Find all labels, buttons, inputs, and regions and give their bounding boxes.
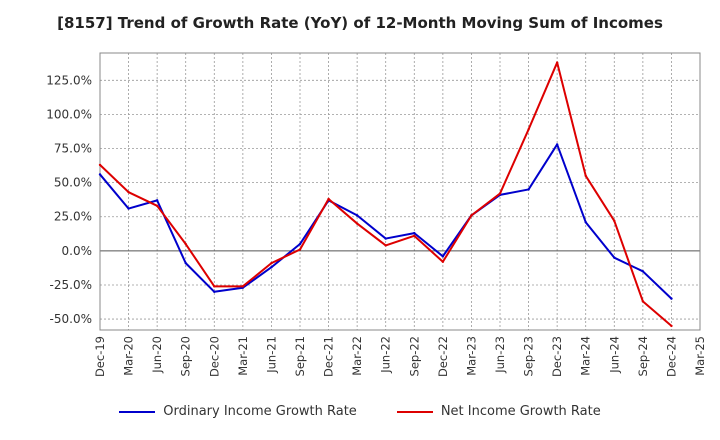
legend-label-ordinary: Ordinary Income Growth Rate xyxy=(163,404,357,419)
data-point-0 xyxy=(184,261,187,265)
data-point-1 xyxy=(498,192,502,195)
data-point-1 xyxy=(98,163,102,167)
legend-swatch-ordinary xyxy=(119,410,156,413)
x-tick-label: Jun-23 xyxy=(493,336,507,374)
x-tick-label: Jun-22 xyxy=(379,336,393,374)
data-point-1 xyxy=(413,234,416,238)
data-point-0 xyxy=(641,270,645,273)
data-point-1 xyxy=(670,324,673,328)
x-tick-label: Dec-19 xyxy=(93,336,107,377)
legend: Ordinary Income Growth Rate Net Income G… xyxy=(0,404,720,419)
x-tick-label: Mar-22 xyxy=(350,336,364,376)
data-point-0 xyxy=(555,143,559,146)
y-tick-label: 100.0% xyxy=(46,107,92,121)
data-point-1 xyxy=(470,214,473,217)
data-point-0 xyxy=(127,207,130,210)
data-point-1 xyxy=(213,285,216,288)
x-tick-label: Dec-21 xyxy=(322,336,336,377)
data-point-1 xyxy=(327,197,330,201)
x-tick-label: Sep-20 xyxy=(179,336,193,376)
x-tick-label: Jun-21 xyxy=(264,336,278,374)
data-point-1 xyxy=(127,190,130,194)
data-point-1 xyxy=(384,244,387,247)
x-tick-label: Jun-24 xyxy=(607,336,621,374)
data-point-0 xyxy=(670,297,673,300)
data-point-1 xyxy=(270,261,273,265)
x-tick-label: Jun-20 xyxy=(150,336,164,374)
x-tick-label: Sep-21 xyxy=(293,336,307,376)
x-tick-label: Mar-21 xyxy=(236,336,250,376)
data-point-0 xyxy=(441,255,445,258)
x-tick-label: Sep-23 xyxy=(522,336,536,376)
data-point-0 xyxy=(98,173,102,176)
data-point-1 xyxy=(441,260,445,263)
data-point-1 xyxy=(241,285,245,288)
data-point-1 xyxy=(613,219,616,223)
chart-title: [8157] Trend of Growth Rate (YoY) of 12-… xyxy=(57,14,663,32)
data-point-0 xyxy=(270,266,273,269)
data-point-0 xyxy=(613,256,616,259)
x-tick-label: Dec-24 xyxy=(664,336,678,377)
data-point-0 xyxy=(527,188,530,191)
x-tick-label: Mar-23 xyxy=(464,336,478,376)
x-tick-label: Mar-20 xyxy=(122,336,136,376)
data-point-0 xyxy=(355,214,359,217)
y-tick-label: -25.0% xyxy=(50,278,92,292)
plot-area: Dec-19 Mar-20 Jun-20 Sep-20 Dec-20 Mar-21 Jun-… xyxy=(46,52,707,377)
y-tick-label: 25.0% xyxy=(54,210,92,224)
data-point-1 xyxy=(355,222,359,225)
y-tick-label: 125.0% xyxy=(46,73,92,87)
data-point-1 xyxy=(155,204,159,208)
legend-item-net: Net Income Growth Rate xyxy=(396,404,601,419)
legend-item-ordinary: Ordinary Income Growth Rate xyxy=(119,404,357,419)
x-tick-label: Mar-24 xyxy=(579,336,593,376)
data-point-1 xyxy=(641,300,645,303)
data-point-1 xyxy=(555,61,559,64)
x-tick-label: Dec-22 xyxy=(436,336,450,377)
plot-border xyxy=(99,52,701,331)
y-tick-label: 50.0% xyxy=(54,176,92,190)
data-point-0 xyxy=(213,290,216,293)
data-point-1 xyxy=(584,174,587,178)
x-tick-label: Sep-22 xyxy=(407,336,421,376)
x-tick-label: Dec-20 xyxy=(207,336,221,377)
legend-label-net: Net Income Growth Rate xyxy=(440,404,601,419)
x-tick-label: Mar-25 xyxy=(693,336,707,376)
x-tick-label: Sep-24 xyxy=(636,336,650,376)
data-point-0 xyxy=(155,199,159,202)
x-tick-label: Dec-23 xyxy=(550,336,564,377)
y-tick-label: 75.0% xyxy=(54,142,92,156)
legend-swatch-net xyxy=(396,410,433,413)
data-point-0 xyxy=(384,237,387,240)
data-point-1 xyxy=(527,128,530,131)
y-tick-label: -50.0% xyxy=(50,312,92,326)
data-point-0 xyxy=(413,231,416,235)
data-point-1 xyxy=(184,242,187,246)
data-point-1 xyxy=(298,248,302,251)
y-tick-label: 0.0% xyxy=(62,244,93,258)
data-point-0 xyxy=(584,221,587,224)
data-point-0 xyxy=(298,242,302,246)
